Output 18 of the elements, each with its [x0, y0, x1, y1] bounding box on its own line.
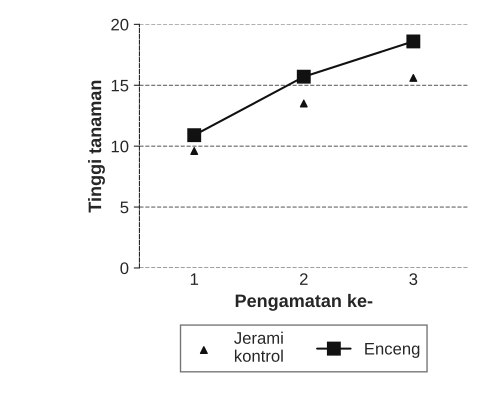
x-tick-label: 3	[409, 273, 418, 286]
y-tick-label: 5	[120, 202, 128, 214]
y-tick-label: 20	[111, 18, 128, 31]
x-tick-label: 1	[190, 273, 198, 285]
point	[187, 128, 202, 142]
x-axis-title: Pengamatan ke-	[236, 294, 372, 311]
y-tick-label: 15	[112, 80, 128, 92]
y-tick-label: 0	[120, 262, 128, 274]
y-axis-title: Tinggi tanaman	[88, 80, 105, 212]
point	[409, 74, 418, 82]
x-tick-label: 2	[300, 273, 308, 285]
point	[300, 100, 308, 108]
legend-label: Enceng	[365, 342, 420, 358]
point	[190, 147, 198, 155]
legend-label: Jerami kontrol	[234, 332, 283, 362]
point	[296, 70, 311, 84]
y-tick-label: 10	[112, 140, 128, 152]
point	[406, 34, 420, 48]
